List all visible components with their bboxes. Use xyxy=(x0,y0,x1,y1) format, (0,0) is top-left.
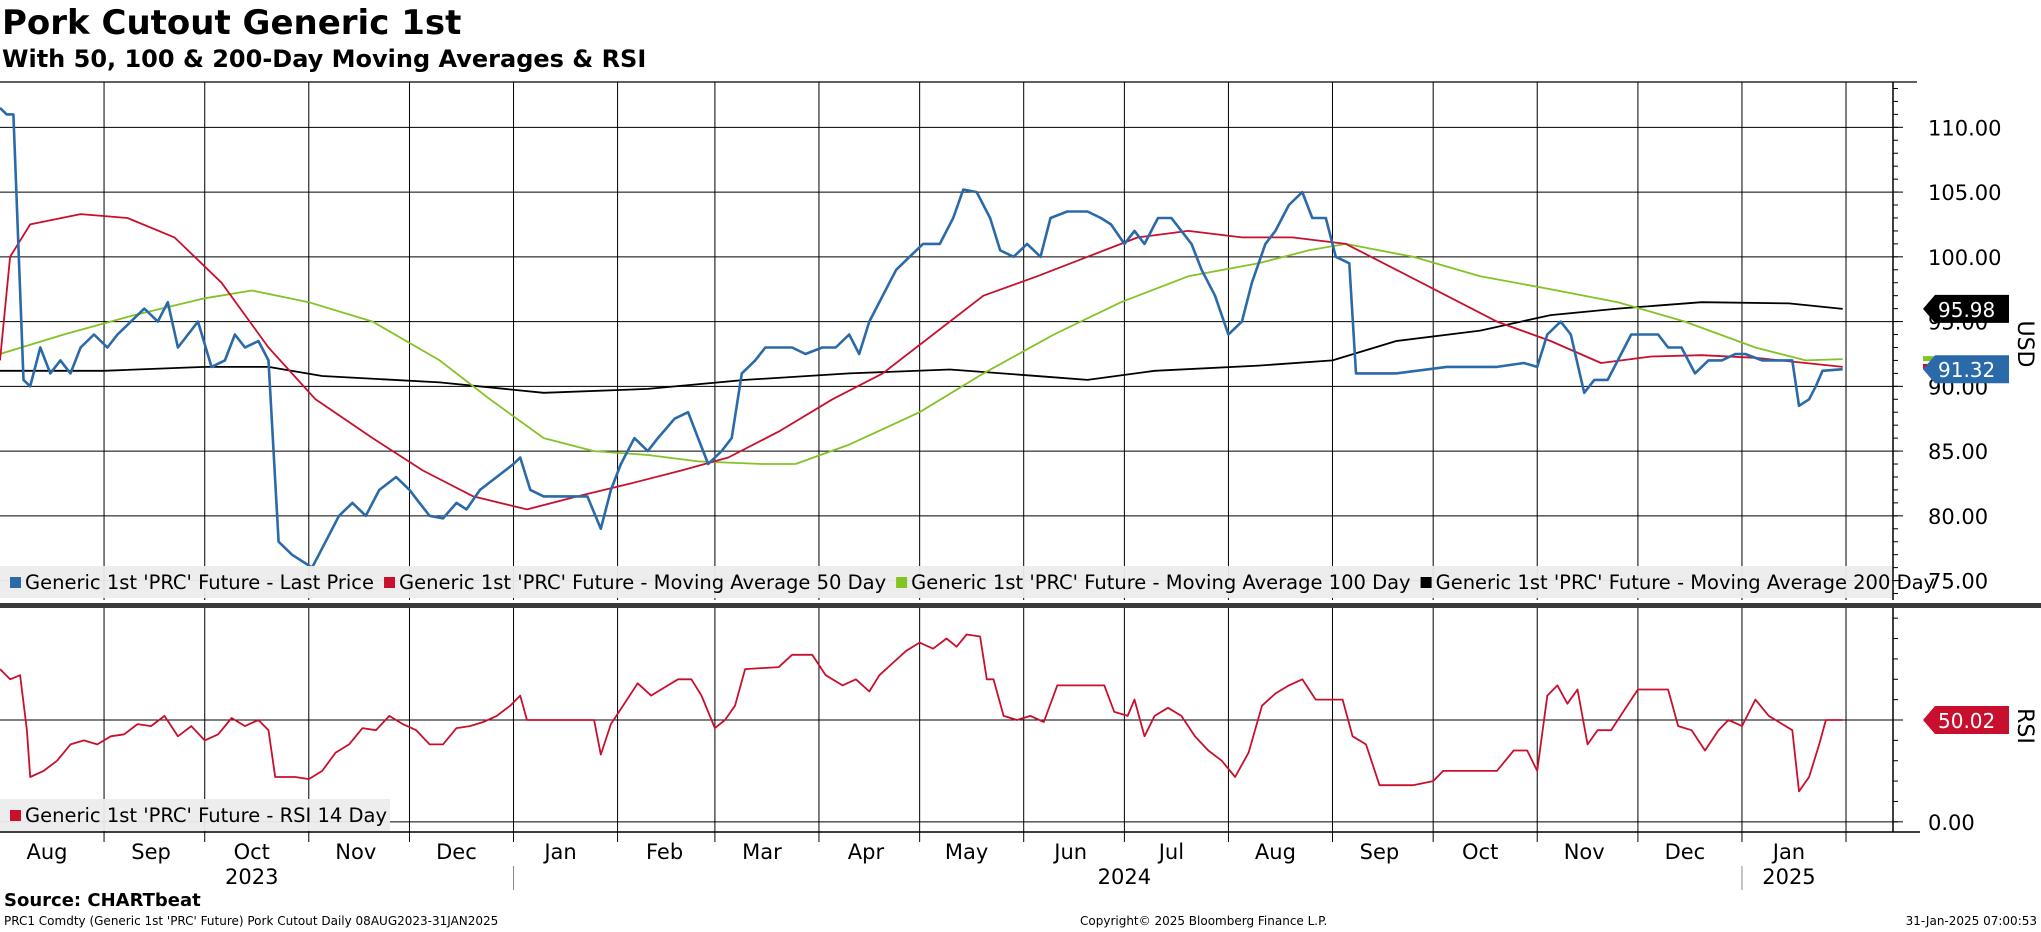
x-month-label: May xyxy=(945,840,988,864)
price-series-line-0 xyxy=(0,106,1843,569)
footer-timestamp: 31-Jan-2025 07:00:53 xyxy=(1905,914,2037,928)
footer-ticker-info: PRC1 Comdty (Generic 1st 'PRC' Future) P… xyxy=(4,914,499,928)
x-month-label: Aug xyxy=(1255,840,1296,864)
price-legend-swatch xyxy=(1420,577,1432,588)
price-series-line-3 xyxy=(0,301,1843,394)
x-month-label: Apr xyxy=(848,840,885,864)
x-month-label: Aug xyxy=(26,840,67,864)
x-month-label: Jul xyxy=(1157,840,1184,864)
rsi-legend-swatch xyxy=(10,810,21,821)
price-legend-label: Generic 1st 'PRC' Future - Last Price xyxy=(25,571,374,594)
x-month-label: Oct xyxy=(1462,840,1498,864)
price-legend-swatch xyxy=(384,577,396,588)
price-legend-label: Generic 1st 'PRC' Future - Moving Averag… xyxy=(1436,571,1935,594)
ma200-last-value-label-bg xyxy=(1923,294,2009,323)
x-year-label: 2025 xyxy=(1762,865,1815,889)
price-last-value-label-bg xyxy=(1923,355,2009,384)
price-legend-box xyxy=(0,566,1892,598)
price-series-line-2 xyxy=(0,243,1843,465)
price-series-line-1 xyxy=(0,213,1843,511)
footer-copyright: Copyright© 2025 Bloomberg Finance L.P. xyxy=(1080,914,1328,928)
price-ytick-label: 80.00 xyxy=(1928,505,1988,529)
x-month-label: Sep xyxy=(1360,840,1400,864)
price-last-value-label: 91.32 xyxy=(1938,358,1995,382)
source-note: Source: CHARTbeat xyxy=(4,890,201,911)
rsi-legend-box xyxy=(0,799,390,831)
x-month-label: Mar xyxy=(742,840,782,864)
price-legend-label: Generic 1st 'PRC' Future - Moving Averag… xyxy=(399,571,886,594)
panel-divider xyxy=(0,603,2041,608)
x-month-label: Dec xyxy=(436,840,477,864)
rsi-last-value-label-bg xyxy=(1923,705,2009,734)
ma200-last-value-label: 95.98 xyxy=(1938,298,1995,322)
rsi-legend-label: Generic 1st 'PRC' Future - RSI 14 Day xyxy=(25,804,387,827)
price-ytick-label: 100.00 xyxy=(1928,246,2001,270)
x-month-label: Nov xyxy=(1564,840,1605,864)
rsi-last-value-label: 50.02 xyxy=(1938,709,1995,733)
price-ytick-label: 105.00 xyxy=(1928,181,2001,205)
price-legend-swatch xyxy=(896,577,908,588)
x-month-label: Jan xyxy=(1771,840,1805,864)
price-legend-label: Generic 1st 'PRC' Future - Moving Averag… xyxy=(911,571,1410,594)
rsi-panel-series xyxy=(0,633,1843,793)
chart-subtitle: With 50, 100 & 200-Day Moving Averages &… xyxy=(2,45,647,73)
price-ytick-label: 75.00 xyxy=(1928,570,1988,594)
x-month-label: Jan xyxy=(542,840,576,864)
price-panel-series xyxy=(0,106,1843,569)
axes: 75.0080.0085.0090.0095.00100.00105.00110… xyxy=(0,81,2041,890)
x-year-label: 2023 xyxy=(225,865,278,889)
x-month-label: Oct xyxy=(234,840,270,864)
x-month-label: Dec xyxy=(1665,840,1706,864)
x-month-label: Sep xyxy=(131,840,171,864)
rsi-panel-grid xyxy=(0,608,1893,832)
price-panel-grid xyxy=(0,82,1893,600)
rsi-ytick-label: 0.00 xyxy=(1928,811,1975,835)
legends: Generic 1st 'PRC' Future - Last Price Gen… xyxy=(0,566,1935,831)
price-ytick-label: 110.00 xyxy=(1928,116,2001,140)
price-ytick-label: 85.00 xyxy=(1928,440,1988,464)
rsi-axis-title: RSI xyxy=(2012,708,2037,744)
price-legend-swatch xyxy=(10,577,21,588)
x-month-label: Nov xyxy=(335,840,376,864)
rsi-series-line-0 xyxy=(0,633,1843,793)
price-axis-title: USD xyxy=(2012,320,2037,367)
x-month-label: Feb xyxy=(646,840,683,864)
x-year-label: 2024 xyxy=(1098,865,1151,889)
chart-title: Pork Cutout Generic 1st xyxy=(2,3,462,43)
x-month-label: Jun xyxy=(1052,840,1087,864)
